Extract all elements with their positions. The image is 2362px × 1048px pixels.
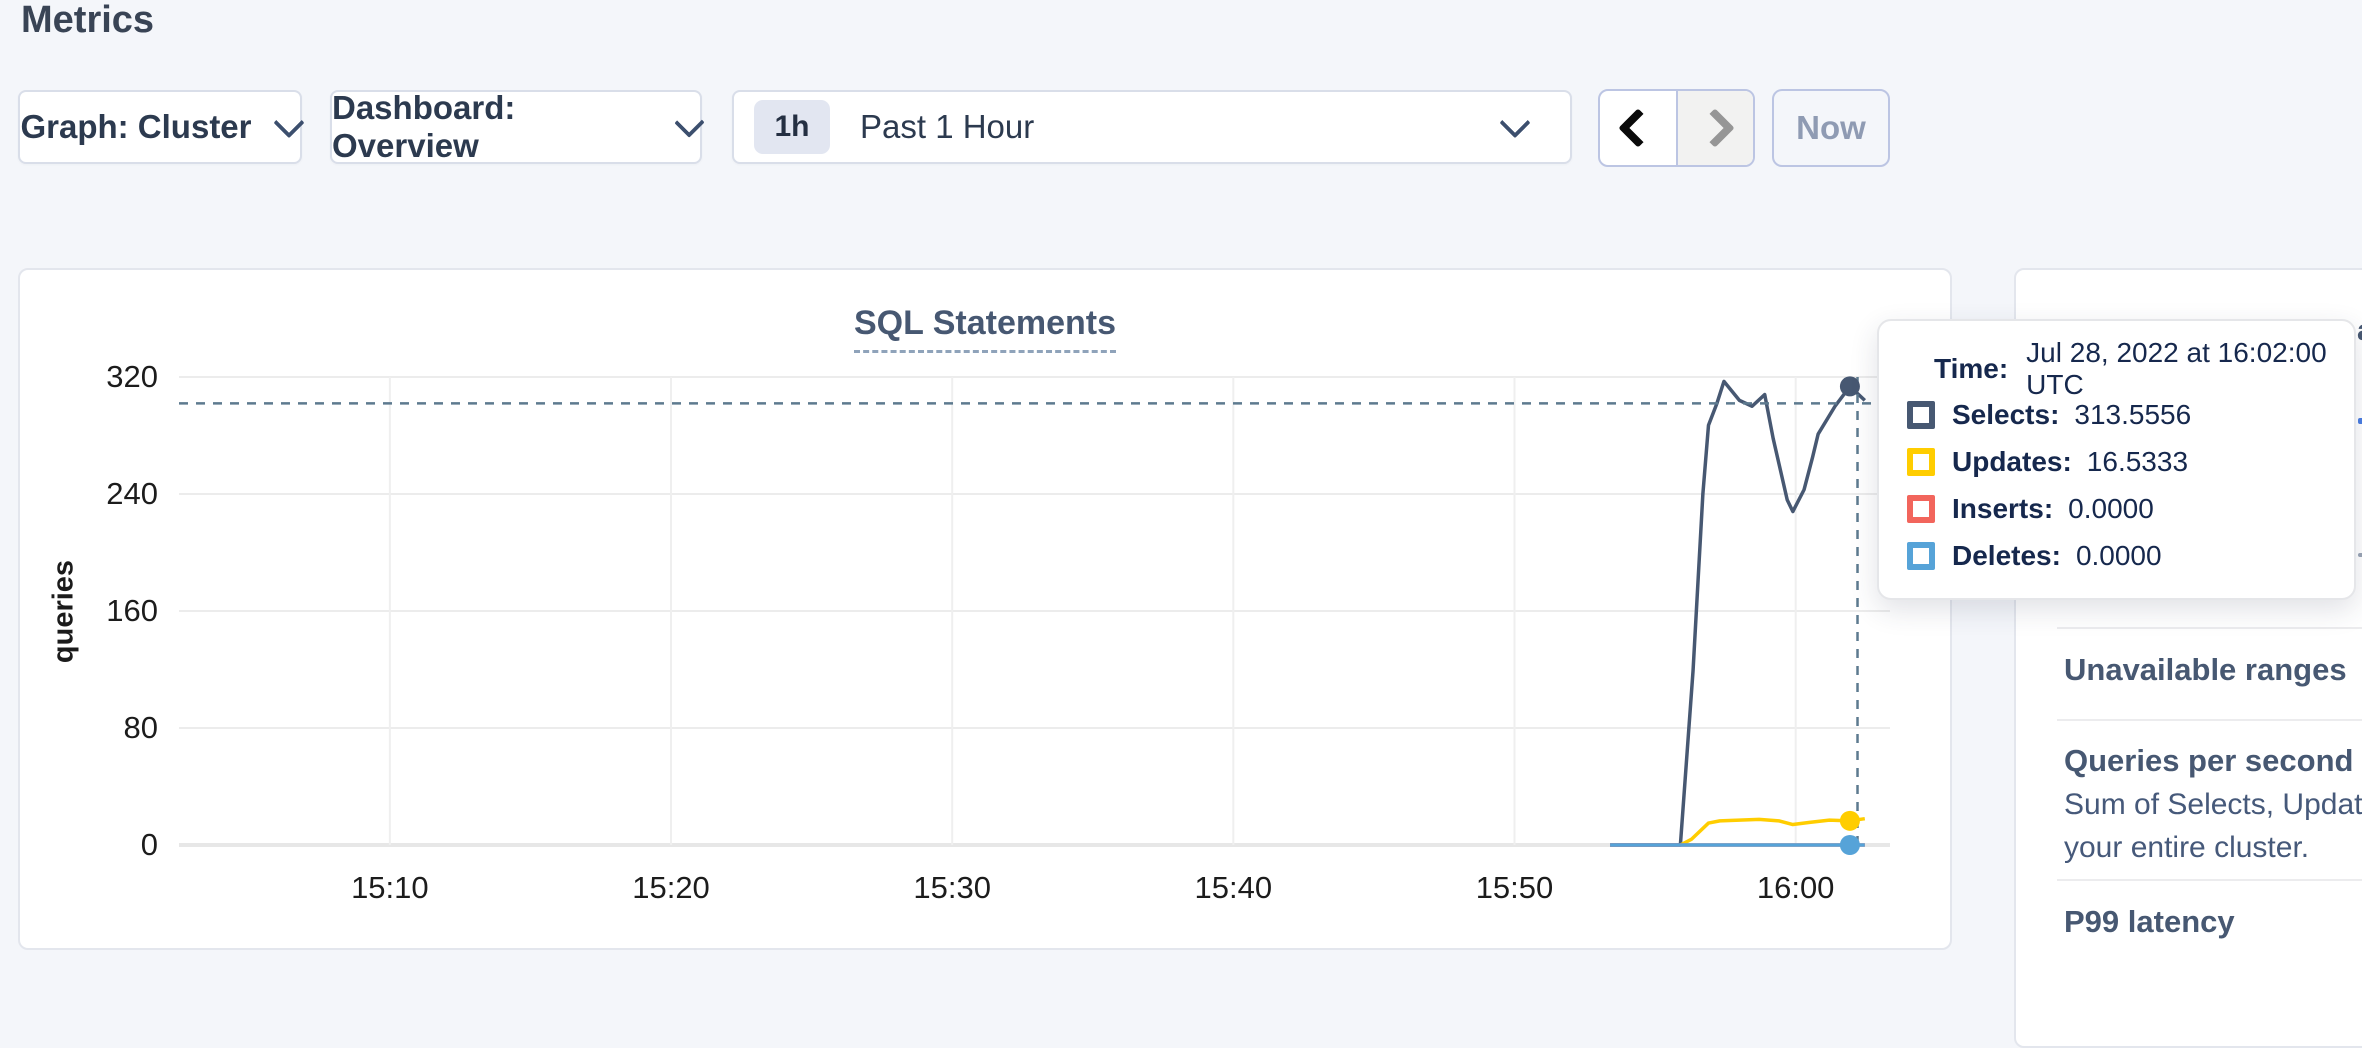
tooltip-series-value: 0.0000 bbox=[2068, 492, 2154, 524]
page-title: Metrics bbox=[21, 0, 155, 41]
y-tick-label: 160 bbox=[106, 593, 158, 628]
dashboard-label: Dashboard: Overview bbox=[332, 89, 516, 164]
sidebar-description-line: your entire cluster. bbox=[2064, 831, 2310, 864]
tooltip-row-inserts: Inserts: 0.0000 bbox=[1907, 485, 2354, 532]
y-tick-label: 320 bbox=[106, 359, 158, 394]
dashboard-dropdown[interactable]: Dashboard: Overview bbox=[330, 89, 705, 164]
time-range-label: Past 1 Hour bbox=[860, 108, 1035, 145]
tooltip-series-label: Updates: bbox=[1952, 445, 2072, 477]
sidebar-item-unavailable-ranges: Unavailable ranges bbox=[2064, 652, 2347, 687]
now-button[interactable]: Now bbox=[1772, 89, 1890, 167]
time-nav-group bbox=[1598, 89, 1755, 167]
sidebar-description-line: Sum of Selects, Updates, Inser bbox=[2064, 788, 2362, 821]
inserts-swatch-icon bbox=[1907, 494, 1935, 523]
series-line-selects bbox=[1610, 379, 1867, 847]
tooltip-series-label: Deletes: bbox=[1952, 539, 2061, 571]
chevron-left-icon bbox=[1617, 108, 1658, 148]
x-tick-label: 16:00 bbox=[1756, 870, 1835, 905]
tooltip-series-label: Inserts: bbox=[1952, 492, 2054, 524]
x-tick-label: 15:30 bbox=[913, 870, 991, 905]
sidebar-item-p99-latency: P99 latency bbox=[2064, 904, 2235, 939]
time-range-dropdown[interactable]: 1h Past 1 Hour bbox=[732, 90, 1572, 164]
updates-swatch-icon bbox=[1907, 447, 1935, 476]
chart-title[interactable]: SQL Statements bbox=[853, 304, 1116, 353]
tooltip-row-selects: Selects: 313.5556 bbox=[1907, 391, 2354, 438]
graph-scope-dropdown[interactable]: Graph: Cluster bbox=[18, 90, 305, 164]
sidebar-item-queries-per-second: Queries per second bbox=[2064, 743, 2354, 778]
hover-dot-deletes bbox=[1839, 835, 1860, 855]
prev-time-button[interactable] bbox=[1600, 91, 1676, 165]
tooltip-time-label: Time: bbox=[1934, 353, 2009, 384]
metrics-page: { "page": { "title": "Metrics", "backgro… bbox=[18, 0, 2362, 1048]
deletes-swatch-icon bbox=[1907, 541, 1935, 570]
series-line-updates bbox=[1679, 816, 1866, 847]
tooltip-time-row: Time: Jul 28, 2022 at 16:02:00 UTC bbox=[1934, 337, 2354, 400]
x-tick-label: 15:10 bbox=[351, 870, 429, 905]
x-tick-label: 15:50 bbox=[1475, 870, 1554, 905]
tooltip-series-value: 0.0000 bbox=[2075, 539, 2162, 571]
tooltip-series-value: 313.5556 bbox=[2074, 398, 2192, 430]
divider bbox=[2057, 627, 2362, 629]
tooltip-row-updates: Updates: 16.5333 bbox=[1907, 438, 2354, 485]
chart-hover-tooltip: Time: Jul 28, 2022 at 16:02:00 UTC Selec… bbox=[1877, 319, 2356, 600]
obscured-link-fragment bbox=[2358, 418, 2362, 424]
graph-scope-label: Graph: Cluster bbox=[20, 108, 252, 145]
divider bbox=[2057, 879, 2362, 881]
y-tick-label: 80 bbox=[123, 710, 158, 745]
tooltip-series-value: 16.5333 bbox=[2086, 445, 2189, 477]
tooltip-series-label: Selects: bbox=[1952, 398, 2060, 430]
sql-statements-card: SQL Statements queries 0 80 160 240 320 15:1… bbox=[18, 268, 1952, 950]
hover-dot-updates bbox=[1839, 810, 1860, 831]
obscured-text-fragment: a bbox=[2357, 314, 2362, 348]
chevron-down-icon bbox=[1499, 107, 1531, 139]
y-tick-label: 0 bbox=[140, 827, 158, 862]
next-time-button[interactable] bbox=[1675, 91, 1753, 165]
tooltip-time-value: Jul 28, 2022 at 16:02:00 UTC bbox=[2026, 337, 2327, 400]
chevron-right-icon bbox=[1695, 108, 1736, 148]
selects-swatch-icon bbox=[1907, 400, 1935, 429]
x-tick-label: 15:20 bbox=[632, 870, 710, 905]
hover-dot-selects bbox=[1839, 376, 1860, 397]
divider bbox=[2057, 719, 2362, 721]
y-tick-label: 240 bbox=[106, 476, 158, 511]
chevron-down-icon bbox=[674, 107, 705, 138]
tooltip-row-deletes: Deletes: 0.0000 bbox=[1907, 532, 2354, 579]
chevron-down-icon bbox=[272, 107, 305, 139]
x-tick-label: 15:40 bbox=[1194, 870, 1273, 905]
sql-statements-chart[interactable] bbox=[20, 270, 1950, 948]
obscured-text-fragment bbox=[2358, 553, 2362, 557]
time-range-badge: 1h bbox=[754, 100, 830, 154]
